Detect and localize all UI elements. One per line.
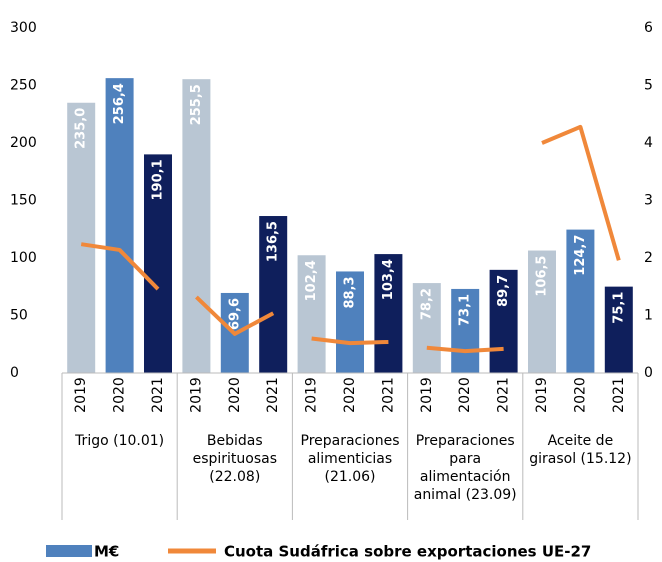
- group-label: alimentación: [420, 469, 511, 485]
- x-tick-label: 2019: [534, 377, 550, 413]
- value-label: 136,5: [266, 221, 281, 262]
- y2-tick-label: 1: [644, 308, 653, 324]
- group-label: (22.08): [209, 469, 260, 485]
- x-tick-label: 2019: [188, 377, 204, 413]
- x-tick-label: 2020: [227, 377, 243, 413]
- y2-tick-label: 6: [644, 20, 653, 36]
- y2-tick-label: 5: [644, 78, 653, 94]
- y-tick-label: 100: [10, 250, 37, 266]
- x-tick-label: 2021: [611, 377, 627, 413]
- value-label: 78,2: [419, 288, 434, 320]
- group-label: Aceite de: [548, 433, 614, 449]
- line: [80, 242, 160, 291]
- y2-tick-label: 4: [644, 135, 653, 151]
- x-tick-label: 2019: [419, 377, 435, 413]
- value-label: 89,7: [496, 275, 511, 307]
- y2-tick-label: 3: [644, 193, 653, 209]
- value-label: 73,1: [458, 294, 473, 326]
- value-label: 75,1: [611, 292, 626, 324]
- group-label: Preparaciones: [301, 433, 400, 449]
- bar: [566, 229, 595, 373]
- y-tick-label: 0: [10, 365, 19, 381]
- legend-label: Cuota Sudáfrica sobre exportaciones UE-2…: [224, 543, 591, 561]
- value-label: 103,4: [381, 259, 396, 300]
- group-label: (21.06): [324, 469, 375, 485]
- value-label: 102,4: [304, 260, 319, 301]
- legend-swatch: [46, 545, 92, 557]
- line: [541, 124, 621, 261]
- line: [426, 345, 504, 354]
- bar: [67, 102, 96, 373]
- y2-tick-label: 0: [644, 365, 653, 381]
- group-label: Preparaciones: [416, 433, 515, 449]
- bar: [259, 216, 288, 373]
- group-label: Bebidas: [207, 433, 263, 449]
- y-tick-label: 300: [10, 20, 37, 36]
- bar: [528, 250, 556, 373]
- x-tick-label: 2019: [73, 377, 89, 413]
- value-label: 190,1: [151, 159, 166, 200]
- bar: [412, 283, 441, 373]
- value-label: 69,6: [227, 298, 242, 330]
- value-label: 106,5: [535, 256, 550, 297]
- x-tick-label: 2020: [457, 377, 473, 413]
- x-tick-label: 2021: [265, 377, 281, 413]
- bar: [105, 78, 134, 373]
- y-tick-label: 150: [10, 193, 37, 209]
- value-label: 255,5: [189, 84, 204, 125]
- bar: [182, 79, 211, 374]
- x-tick-label: 2020: [342, 377, 358, 413]
- line: [311, 336, 389, 346]
- value-label: 88,3: [343, 276, 358, 308]
- bar: [297, 255, 326, 373]
- bar: [451, 288, 480, 373]
- bar: [144, 154, 172, 373]
- bar: [604, 286, 633, 373]
- group-label: animal (23.09): [414, 487, 517, 503]
- group-label: Trigo (10.01): [74, 433, 164, 449]
- group-label: espirituosas: [193, 451, 277, 467]
- bar: [374, 254, 403, 373]
- x-tick-label: 2020: [572, 377, 588, 413]
- legend-label: M€: [94, 543, 119, 561]
- y-tick-label: 250: [10, 78, 37, 94]
- y-tick-label: 50: [10, 308, 28, 324]
- group-label: girasol (15.12): [529, 451, 631, 467]
- bar: [336, 271, 364, 373]
- line: [195, 295, 275, 336]
- value-label: 256,4: [112, 83, 127, 124]
- x-tick-label: 2021: [380, 377, 396, 413]
- x-tick-label: 2021: [496, 377, 512, 413]
- group-label: para: [449, 451, 481, 467]
- group-label: alimenticias: [308, 451, 392, 467]
- value-label: 124,7: [573, 235, 588, 276]
- y2-tick-label: 2: [644, 250, 653, 266]
- y-tick-label: 200: [10, 135, 37, 151]
- value-label: 235,0: [74, 108, 89, 149]
- x-tick-label: 2021: [150, 377, 166, 413]
- bar: [489, 269, 518, 373]
- x-tick-label: 2019: [304, 377, 320, 413]
- x-tick-label: 2020: [112, 377, 128, 413]
